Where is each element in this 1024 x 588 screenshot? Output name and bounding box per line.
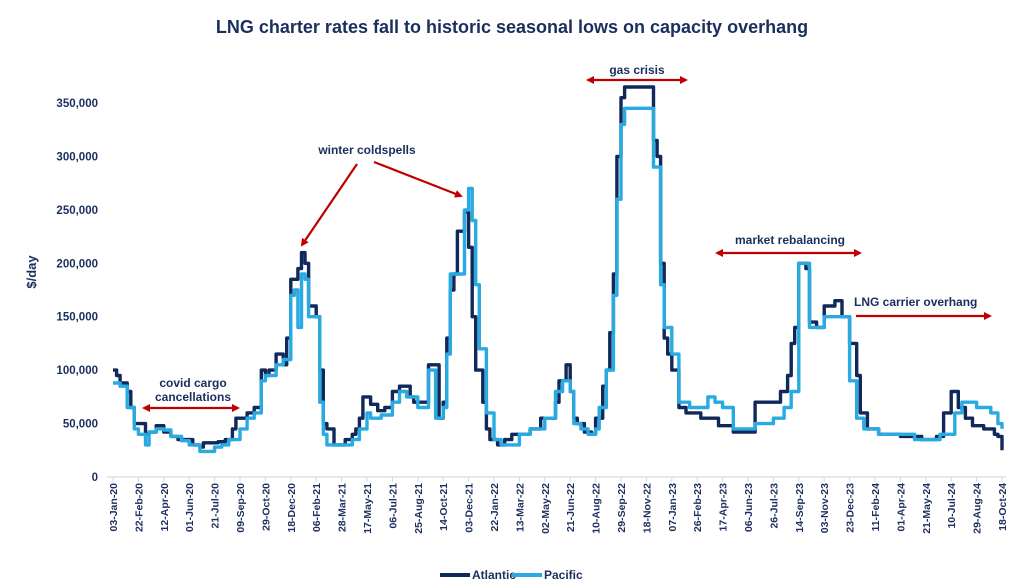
x-tick-label: 22-Jan-22 <box>489 483 501 532</box>
y-tick-label: 350,000 <box>56 98 98 110</box>
annotation-winter: winter coldspells <box>317 143 416 157</box>
x-tick-label: 18-Nov-22 <box>641 483 653 533</box>
x-tick-label: 01-Jun-20 <box>184 483 196 532</box>
legend-label-atlantic: Atlantic <box>472 568 516 582</box>
x-tick-label: 13-Mar-22 <box>514 483 526 532</box>
x-tick-label: 07-Jan-23 <box>667 483 679 532</box>
y-tick-label: 50,000 <box>63 419 98 431</box>
annotation-rebalancing: market rebalancing <box>735 233 845 247</box>
annotation-gas-crisis: gas crisis <box>609 63 665 77</box>
x-tick-label: 14-Sep-23 <box>794 483 806 533</box>
winter-arrow-2022 <box>373 160 463 198</box>
y-tick-label: 100,000 <box>56 365 98 377</box>
x-tick-label: 21-Jun-22 <box>565 483 577 532</box>
annotation-overhang: LNG carrier overhang <box>854 295 977 309</box>
x-tick-label: 26-Jul-23 <box>768 483 780 529</box>
y-axis-ticks: 0 50,000 100,000 150,000 200,000 250,000 300,0… <box>56 98 98 484</box>
x-tick-label: 28-Mar-21 <box>337 483 349 532</box>
x-tick-label: 29-Aug-24 <box>972 483 984 534</box>
y-tick-label: 300,000 <box>56 151 98 163</box>
x-tick-label: 18-Dec-20 <box>286 483 298 533</box>
x-tick-label: 10-Jul-24 <box>946 483 958 529</box>
x-tick-label: 29-Sep-22 <box>616 483 628 533</box>
series-lines <box>113 85 1004 454</box>
x-tick-label: 12-Apr-20 <box>159 483 171 532</box>
x-axis: 03-Jan-20 22-Feb-20 12-Apr-20 01-Jun-20 21-J… <box>107 476 1009 534</box>
x-tick-label: 21-May-24 <box>921 483 933 534</box>
x-tick-label: 03-Nov-23 <box>819 483 831 533</box>
annotations: covid cargo cancellations winter coldspe… <box>142 63 992 412</box>
series-line-atlantic <box>113 85 1004 451</box>
x-tick-label: 17-May-21 <box>362 483 374 534</box>
x-tick-label: 23-Dec-23 <box>845 483 857 533</box>
series-line-pacific <box>113 106 1004 454</box>
x-tick-label: 14-Oct-21 <box>438 483 450 531</box>
x-tick-label: 11-Feb-24 <box>870 483 882 532</box>
x-tick-label: 18-Oct-24 <box>997 483 1009 531</box>
x-tick-label: 17-Apr-23 <box>718 483 730 532</box>
winter-arrow-2021 <box>300 163 358 247</box>
legend: Atlantic Pacific <box>440 568 583 582</box>
y-tick-label: 200,000 <box>56 258 98 270</box>
x-tick-label: 26-Feb-23 <box>692 483 704 532</box>
y-tick-label: 0 <box>92 472 98 484</box>
y-tick-label: 250,000 <box>56 205 98 217</box>
x-tick-label: 06-Jul-21 <box>387 483 399 529</box>
x-tick-label: 25-Aug-21 <box>413 483 425 534</box>
chart-title: LNG charter rates fall to historic seaso… <box>216 17 808 37</box>
x-tick-label: 03-Jan-20 <box>108 483 120 532</box>
annotation-covid-line1: covid cargo <box>159 376 226 390</box>
x-tick-label: 06-Feb-21 <box>311 483 323 532</box>
legend-label-pacific: Pacific <box>544 568 583 582</box>
x-tick-label: 03-Dec-21 <box>464 483 476 533</box>
y-axis-label: $/day <box>24 255 39 289</box>
y-tick-label: 150,000 <box>56 312 98 324</box>
x-tick-label: 06-Jun-23 <box>743 483 755 532</box>
x-tick-label: 21-Jul-20 <box>210 483 222 529</box>
x-tick-label: 09-Sep-20 <box>235 483 247 533</box>
x-tick-label: 01-Apr-24 <box>895 483 907 532</box>
x-tick-label: 22-Feb-20 <box>133 483 145 532</box>
x-tick-label: 10-Aug-22 <box>591 483 603 534</box>
x-tick-label: 29-Oct-20 <box>260 483 272 531</box>
annotation-covid-line2: cancellations <box>155 390 231 404</box>
x-tick-label: 02-May-22 <box>540 483 552 534</box>
